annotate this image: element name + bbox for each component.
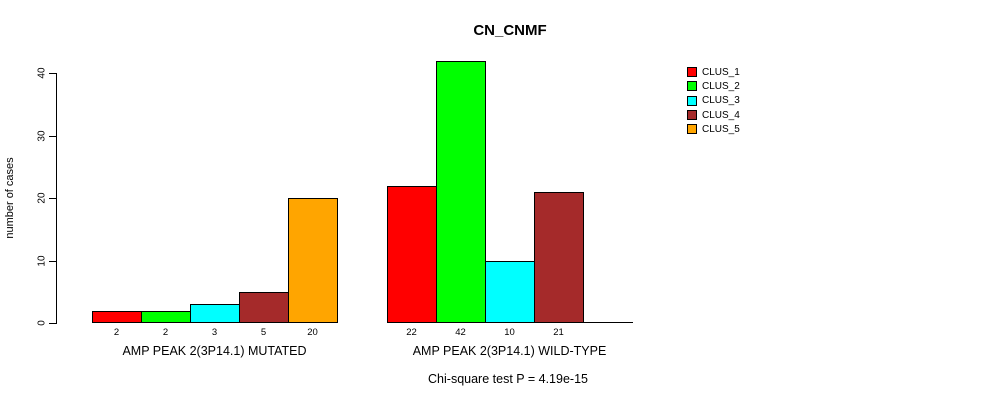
bar-clus_3-group1 [190, 304, 240, 323]
bar-clus_2-group2 [436, 60, 486, 323]
legend-swatch-clus_5 [687, 124, 697, 135]
legend-swatch-clus_2 [687, 81, 697, 92]
legend-item-label: CLUS_2 [702, 80, 740, 92]
legend-item-label: CLUS_1 [702, 66, 740, 78]
y-axis-tick [49, 73, 56, 74]
bar-value-label: 21 [553, 327, 564, 338]
bar-clus_2-group1 [141, 310, 191, 323]
y-axis-tick-label: 20 [36, 192, 48, 204]
bar-value-label: 2 [162, 327, 169, 338]
chart-title: CN_CNMF [473, 22, 547, 39]
legend-swatch-clus_1 [687, 67, 697, 78]
legend: CLUS_1 CLUS_2 CLUS_3 CLUS_4 CLUS_5 [687, 65, 740, 136]
legend-item-label: CLUS_5 [702, 123, 740, 135]
legend-item: CLUS_1 [687, 65, 740, 79]
bar-value-label: 22 [406, 327, 417, 338]
bar-value-label: 3 [211, 327, 218, 338]
bar-value-label: 5 [260, 327, 267, 338]
bar-clus_4-group2 [534, 191, 584, 323]
bar-value-label: 42 [455, 327, 466, 338]
bar-value-label: 10 [504, 327, 515, 338]
y-axis-tick [49, 323, 56, 324]
bar-clus_5-group2-zero [583, 322, 633, 323]
legend-item: CLUS_5 [687, 122, 740, 136]
y-axis-tick-label: 40 [36, 67, 48, 79]
y-axis-tick-label: 10 [36, 254, 48, 267]
bar-clus_1-group2 [387, 185, 437, 323]
y-axis-tick-label: 30 [36, 129, 48, 142]
legend-swatch-clus_3 [687, 95, 697, 106]
y-axis-tick-label: 0 [36, 320, 48, 326]
group-label-2: AMP PEAK 2(3P14.1) WILD-TYPE [412, 344, 607, 358]
legend-item: CLUS_2 [687, 79, 740, 93]
chi-square-note: Chi-square test P = 4.19e-15 [428, 372, 588, 386]
bar-clus_3-group2 [485, 260, 535, 323]
y-axis-tick [49, 198, 56, 199]
y-axis-line [56, 73, 57, 324]
legend-swatch-clus_4 [687, 110, 697, 121]
y-axis-tick [49, 135, 56, 137]
legend-item: CLUS_4 [687, 108, 740, 122]
bar-clus_1-group1 [92, 310, 142, 323]
group-label-1: AMP PEAK 2(3P14.1) MUTATED [122, 344, 307, 358]
bar-clus_5-group1 [288, 198, 338, 323]
legend-item-label: CLUS_3 [702, 95, 740, 107]
y-axis-label: number of cases [4, 157, 16, 239]
legend-item: CLUS_3 [687, 94, 740, 108]
bar-value-label: 2 [113, 327, 120, 338]
legend-item-label: CLUS_4 [702, 109, 740, 121]
bar-value-label: 20 [307, 327, 318, 338]
bar-clus_4-group1 [239, 291, 289, 323]
y-axis-tick [49, 260, 56, 262]
